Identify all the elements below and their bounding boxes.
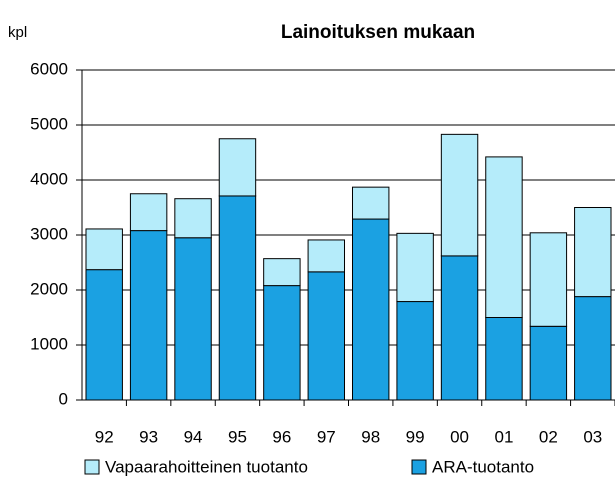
bar-segment [174,237,212,401]
bar-segment [174,198,212,239]
bar-segment [440,133,479,257]
legend-label: Vapaarahoitteinen tuotanto [105,457,308,476]
y-axis-label: kpl [8,24,27,41]
bar-segment [396,301,434,401]
x-tick-label: 02 [539,427,558,446]
bar-segment [351,186,390,220]
y-tick-label: 5000 [30,114,68,133]
bar-segment [440,255,479,401]
legend-label: ARA-tuotanto [432,457,534,476]
bar-segment [485,156,523,318]
bar-segment [529,325,568,401]
y-tick-label: 4000 [30,169,68,188]
y-tick-label: 6000 [30,59,68,78]
y-tick-label: 1000 [30,334,68,353]
legend-swatch [84,459,100,475]
bar-segment [263,258,301,287]
bar-segment [351,218,390,401]
bar-segment [263,285,301,401]
bar-segment [574,207,612,298]
bar-segment [218,195,257,401]
bar-segment [574,296,612,401]
legend-swatch [411,459,427,475]
bar-segment [129,230,168,401]
bar-segment [529,232,568,327]
bar-segment [129,193,168,232]
bar-segment [485,317,523,401]
bar-segment [307,271,346,401]
y-tick-label: 2000 [30,279,68,298]
bar-segment [85,269,123,401]
x-tick-label: 00 [450,427,469,446]
y-tick-label: 3000 [30,224,68,243]
bar-segment [307,239,346,273]
x-tick-label: 96 [272,427,291,446]
x-tick-label: 93 [139,427,158,446]
bar-segment [396,232,434,303]
bar-segment [85,228,123,271]
x-tick-label: 92 [95,427,114,446]
x-tick-label: 98 [361,427,380,446]
x-tick-label: 99 [406,427,425,446]
y-tick-label: 0 [59,389,68,408]
chart-title: Lainoituksen mukaan [281,22,475,43]
bar-segment [218,138,257,197]
x-tick-label: 97 [317,427,336,446]
x-tick-label: 95 [228,427,247,446]
x-tick-label: 03 [583,427,602,446]
x-tick-label: 94 [184,427,203,446]
x-tick-label: 01 [494,427,513,446]
